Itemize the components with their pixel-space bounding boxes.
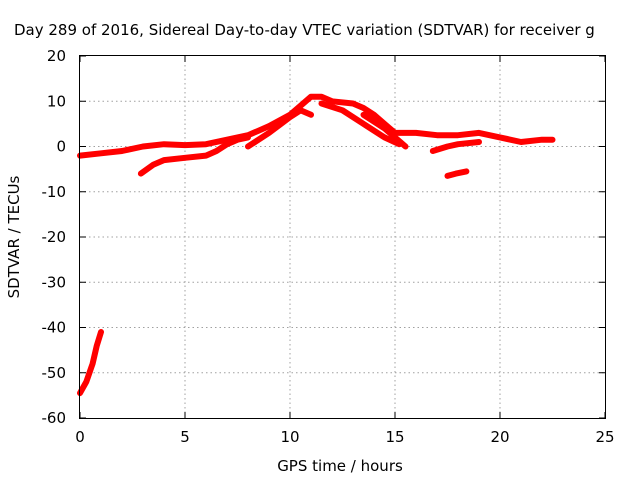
y-tick-label: -30 (42, 273, 67, 291)
series-5-line (318, 100, 403, 148)
series-6-line (360, 111, 409, 150)
x-tick-label: 5 (180, 428, 190, 446)
y-axis-ticks: -60 -50 -40 -30 -20 -10 0 10 20 (42, 47, 605, 427)
series-2-line (77, 93, 556, 159)
x-tick-label: 25 (595, 428, 614, 446)
x-tick-label: 15 (385, 428, 404, 446)
series-3-line (137, 134, 251, 177)
plot-frame (79, 55, 606, 419)
y-tick-label: -50 (42, 364, 67, 382)
y-tick-label: -40 (42, 319, 67, 337)
y-tick-label: -10 (42, 183, 67, 201)
y-tick-label: -20 (42, 228, 67, 246)
y-axis-label: SDTVAR / TECUs (5, 175, 23, 298)
y-tick-label: -60 (42, 409, 67, 427)
y-tick-label: 10 (47, 92, 66, 110)
series-8-line (444, 168, 470, 179)
data-series (77, 93, 556, 397)
x-tick-label: 0 (75, 428, 85, 446)
chart-title: Day 289 of 2016, Sidereal Day-to-day VTE… (14, 21, 595, 39)
x-axis-ticks: 0 5 10 15 20 25 (75, 56, 615, 446)
y-tick-label: 20 (47, 47, 66, 65)
x-axis-label: GPS time / hours (277, 457, 403, 475)
x-tick-label: 10 (280, 428, 299, 446)
series-7-line (429, 139, 482, 154)
x-tick-label: 20 (490, 428, 509, 446)
series-4-line (245, 107, 314, 150)
y-tick-label: 0 (56, 138, 66, 156)
series-1-line (77, 329, 104, 397)
grid-lines (80, 56, 605, 418)
